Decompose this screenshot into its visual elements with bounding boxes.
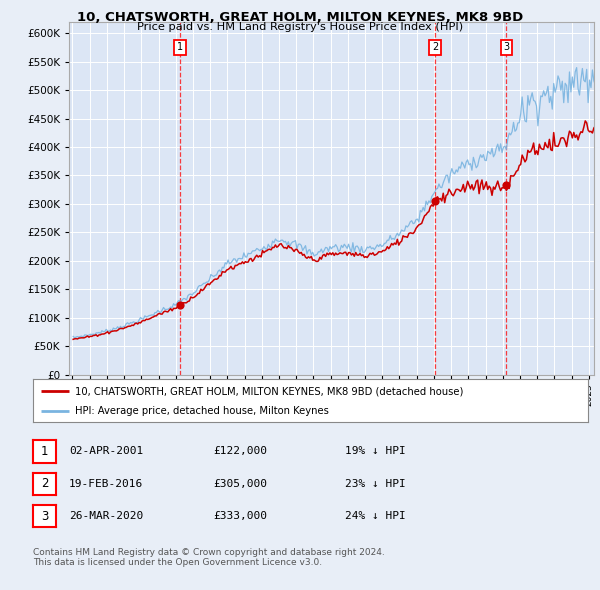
Text: 23% ↓ HPI: 23% ↓ HPI xyxy=(345,479,406,489)
Text: 10, CHATSWORTH, GREAT HOLM, MILTON KEYNES, MK8 9BD (detached house): 10, CHATSWORTH, GREAT HOLM, MILTON KEYNE… xyxy=(74,386,463,396)
Text: £305,000: £305,000 xyxy=(213,479,267,489)
Text: 19-FEB-2016: 19-FEB-2016 xyxy=(69,479,143,489)
Text: 2: 2 xyxy=(432,42,439,53)
Text: 3: 3 xyxy=(41,510,48,523)
Text: Contains HM Land Registry data © Crown copyright and database right 2024.
This d: Contains HM Land Registry data © Crown c… xyxy=(33,548,385,567)
Text: 26-MAR-2020: 26-MAR-2020 xyxy=(69,512,143,521)
Text: 1: 1 xyxy=(41,445,48,458)
Text: 19% ↓ HPI: 19% ↓ HPI xyxy=(345,447,406,456)
Text: 10, CHATSWORTH, GREAT HOLM, MILTON KEYNES, MK8 9BD: 10, CHATSWORTH, GREAT HOLM, MILTON KEYNE… xyxy=(77,11,523,24)
Text: 24% ↓ HPI: 24% ↓ HPI xyxy=(345,512,406,521)
Text: £122,000: £122,000 xyxy=(213,447,267,456)
Text: 02-APR-2001: 02-APR-2001 xyxy=(69,447,143,456)
Text: 3: 3 xyxy=(503,42,509,53)
Text: 1: 1 xyxy=(177,42,183,53)
Text: £333,000: £333,000 xyxy=(213,512,267,521)
Text: Price paid vs. HM Land Registry's House Price Index (HPI): Price paid vs. HM Land Registry's House … xyxy=(137,22,463,32)
Text: HPI: Average price, detached house, Milton Keynes: HPI: Average price, detached house, Milt… xyxy=(74,407,329,416)
Point xyxy=(502,181,511,190)
Point xyxy=(175,300,185,310)
Text: 2: 2 xyxy=(41,477,48,490)
Point xyxy=(431,196,440,206)
